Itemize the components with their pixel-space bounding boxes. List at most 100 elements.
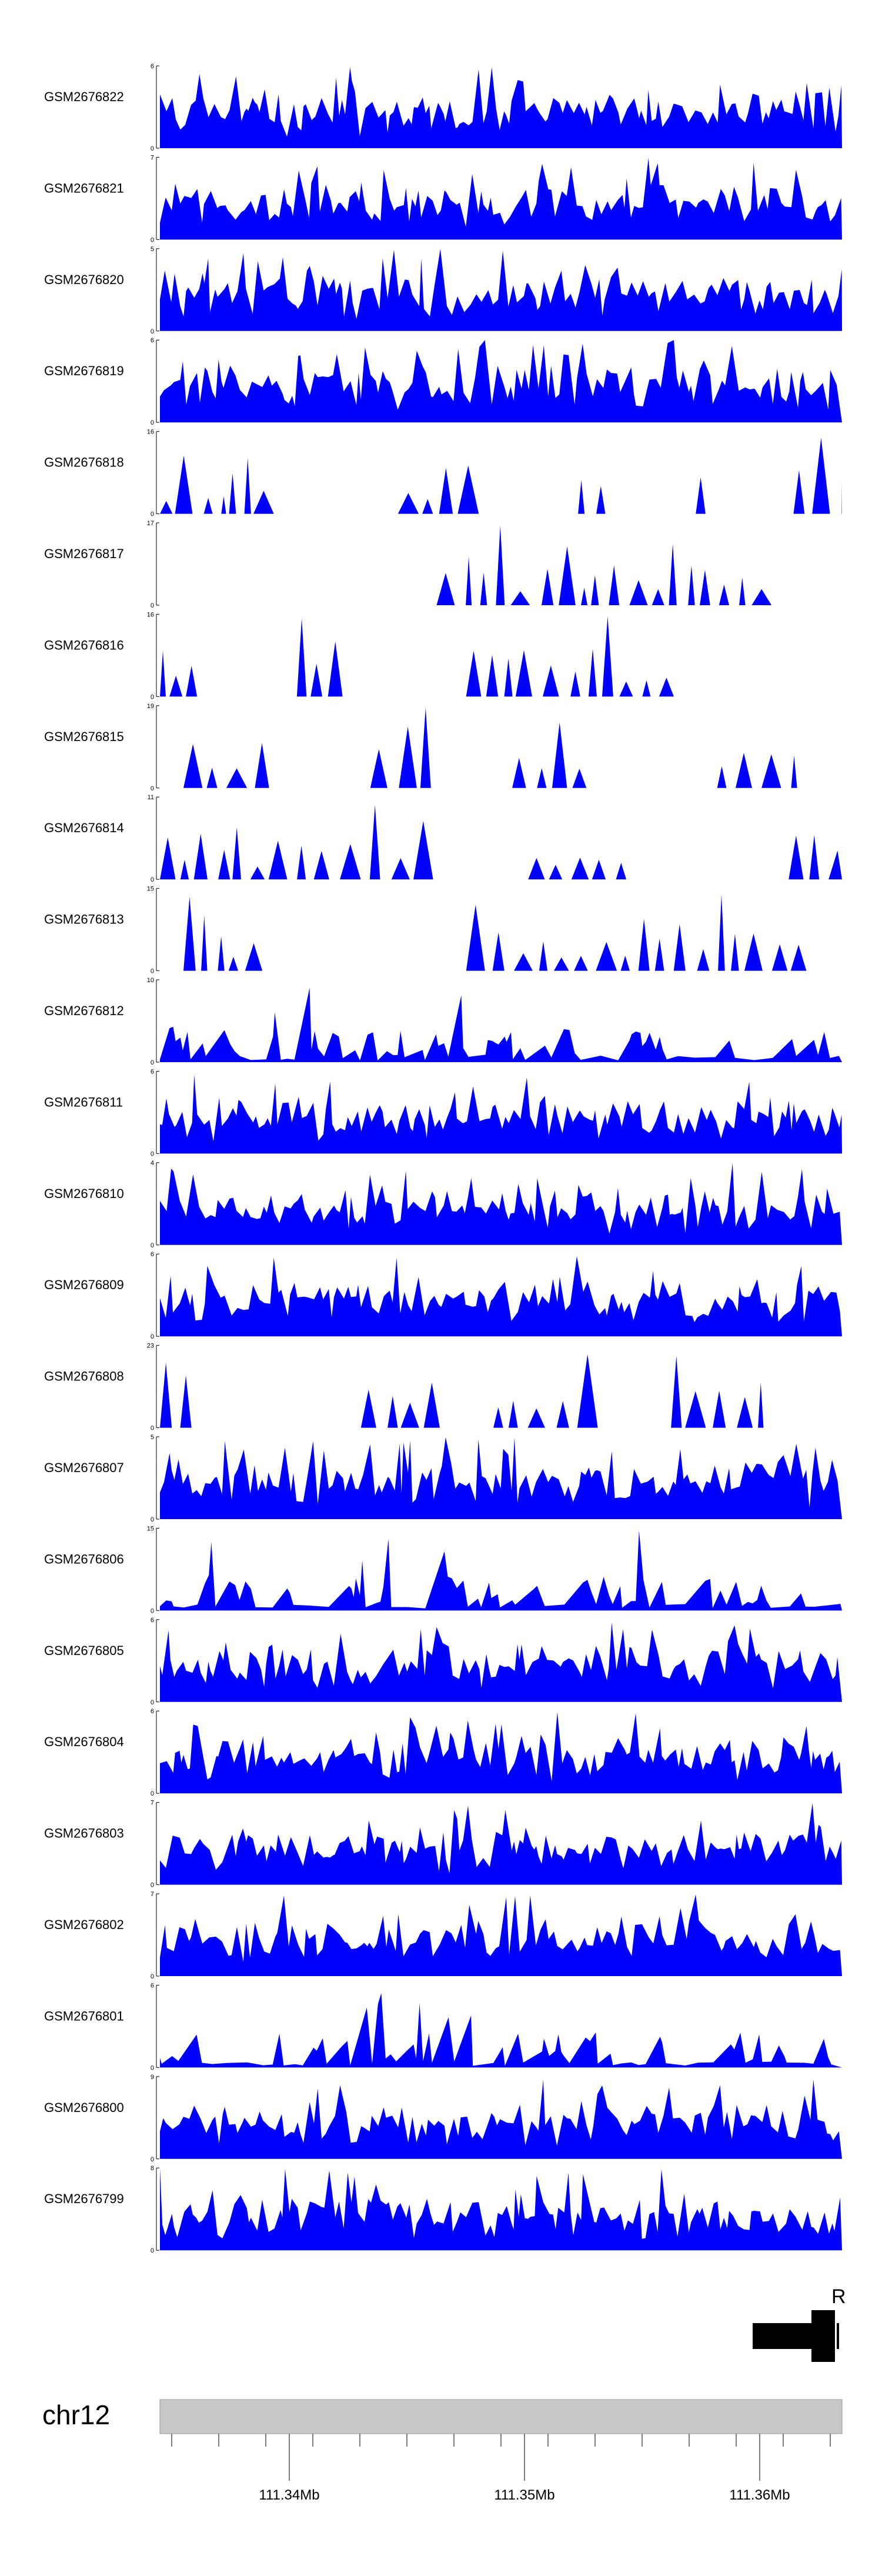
track-label: GSM2676806 xyxy=(44,1551,124,1566)
y-max-label: 19 xyxy=(147,703,154,710)
y-max-label: 11 xyxy=(148,794,154,801)
track-label: GSM2676816 xyxy=(44,638,124,652)
y-min-label: 0 xyxy=(151,1516,154,1523)
coverage-area xyxy=(160,1711,842,1794)
coverage-track: GSM2676807 5 0 xyxy=(44,1434,842,1523)
coverage-area xyxy=(160,340,842,423)
track-label: GSM2676811 xyxy=(44,1095,123,1109)
y-max-label: 7 xyxy=(151,1891,154,1898)
axis-minor-ticks xyxy=(171,2434,831,2447)
y-min-label: 0 xyxy=(151,1882,154,1889)
gene-annotation-track: R xyxy=(753,2285,846,2362)
y-max-label: 16 xyxy=(147,611,154,618)
y-min-label: 0 xyxy=(151,2064,154,2071)
track-label: GSM2676804 xyxy=(44,1734,124,1749)
y-min-label: 0 xyxy=(151,328,154,335)
gene-exon-block xyxy=(811,2310,835,2362)
track-label: GSM2676803 xyxy=(44,1826,124,1841)
track-label: GSM2676822 xyxy=(44,89,124,104)
coverage-track: GSM2676817 17 0 xyxy=(44,520,842,609)
coverage-track: GSM2676819 6 0 xyxy=(44,337,842,426)
track-label: GSM2676815 xyxy=(44,729,124,744)
chromosome-ideogram-bar xyxy=(159,2399,843,2434)
axis-tick-label: 111.36Mb xyxy=(729,2487,790,2503)
coverage-area xyxy=(160,987,842,1062)
y-min-label: 0 xyxy=(151,511,154,518)
axis-major-ticks: 111.34Mb 111.35Mb 111.36Mb xyxy=(259,2434,790,2503)
coverage-track: GSM2676821 7 0 xyxy=(44,154,842,243)
y-min-label: 0 xyxy=(151,1607,154,1614)
coverage-track: GSM2676822 6 0 xyxy=(44,63,842,152)
coverage-track: GSM2676820 5 0 xyxy=(44,246,842,335)
y-min-label: 0 xyxy=(151,1425,154,1432)
coverage-area xyxy=(160,805,842,880)
y-max-label: 16 xyxy=(147,429,154,436)
y-min-label: 0 xyxy=(151,1059,154,1066)
y-max-label: 6 xyxy=(151,337,154,344)
y-max-label: 6 xyxy=(151,1251,154,1258)
y-max-label: 6 xyxy=(151,1617,154,1624)
y-max-label: 5 xyxy=(151,246,154,253)
y-min-label: 0 xyxy=(151,968,154,975)
coverage-area xyxy=(160,1256,842,1337)
track-label: GSM2676813 xyxy=(44,912,124,927)
coverage-area xyxy=(160,894,842,971)
track-label: GSM2676810 xyxy=(44,1186,124,1201)
coverage-track: GSM2676816 16 0 xyxy=(44,611,842,700)
y-max-label: 6 xyxy=(151,1068,154,1075)
coverage-track: GSM2676810 4 0 xyxy=(44,1160,842,1249)
track-label: GSM2676812 xyxy=(44,1003,124,1018)
coverage-area xyxy=(160,616,842,697)
coverage-area xyxy=(160,1354,842,1428)
gene-exon-tick xyxy=(837,2323,839,2349)
coverage-track: GSM2676811 6 0 xyxy=(44,1068,842,1157)
track-label: GSM2676799 xyxy=(44,2191,124,2206)
coverage-track: GSM2676801 6 0 xyxy=(44,1982,842,2071)
coverage-track: GSM2676812 10 0 xyxy=(44,977,842,1066)
track-label: GSM2676807 xyxy=(44,1460,124,1475)
y-max-label: 4 xyxy=(151,1160,154,1167)
gene-utr-block xyxy=(753,2323,811,2349)
y-max-label: 7 xyxy=(151,154,154,161)
coverage-area xyxy=(160,525,842,605)
coverage-track: GSM2676814 11 0 xyxy=(44,794,842,883)
y-min-label: 0 xyxy=(151,145,154,152)
coverage-area xyxy=(160,1993,842,2068)
coverage-area xyxy=(160,1163,842,1245)
coverage-area xyxy=(160,1530,842,1611)
coverage-track: GSM2676799 8 0 xyxy=(44,2165,842,2254)
y-min-label: 0 xyxy=(151,1790,154,1797)
track-label: GSM2676809 xyxy=(44,1277,124,1292)
y-max-label: 17 xyxy=(147,520,154,527)
track-label: GSM2676820 xyxy=(44,272,124,287)
y-min-label: 0 xyxy=(151,1333,154,1340)
coverage-area xyxy=(160,1437,842,1519)
chromosome-axis: chr12 111.34Mb 111.35Mb 111.36Mb xyxy=(42,2399,843,2503)
coverage-track: GSM2676802 7 0 xyxy=(44,1891,842,1980)
axis-tick-label: 111.35Mb xyxy=(494,2487,554,2503)
y-max-label: 6 xyxy=(151,1982,154,1989)
y-min-label: 0 xyxy=(151,1699,154,1706)
coverage-area xyxy=(160,158,842,240)
track-label: GSM2676819 xyxy=(44,363,124,378)
coverage-area xyxy=(160,66,842,149)
y-max-label: 6 xyxy=(151,1708,154,1715)
y-min-label: 0 xyxy=(151,693,154,700)
coverage-area xyxy=(160,438,842,514)
track-label: GSM2676821 xyxy=(44,181,124,195)
coverage-track: GSM2676800 9 0 xyxy=(44,2074,842,2163)
coverage-track: GSM2676808 23 0 xyxy=(44,1343,842,1432)
y-max-label: 15 xyxy=(147,1525,154,1532)
y-min-label: 0 xyxy=(151,2247,154,2254)
coverage-area xyxy=(160,1894,842,1976)
coverage-track: GSM2676806 15 0 xyxy=(44,1525,842,1614)
y-min-label: 0 xyxy=(151,1150,154,1157)
y-min-label: 0 xyxy=(151,785,154,792)
y-max-label: 6 xyxy=(151,63,154,70)
y-min-label: 0 xyxy=(151,602,154,609)
coverage-area xyxy=(160,2079,842,2159)
track-label: GSM2676808 xyxy=(44,1369,124,1384)
y-max-label: 5 xyxy=(151,1434,154,1441)
track-label: GSM2676805 xyxy=(44,1643,124,1658)
